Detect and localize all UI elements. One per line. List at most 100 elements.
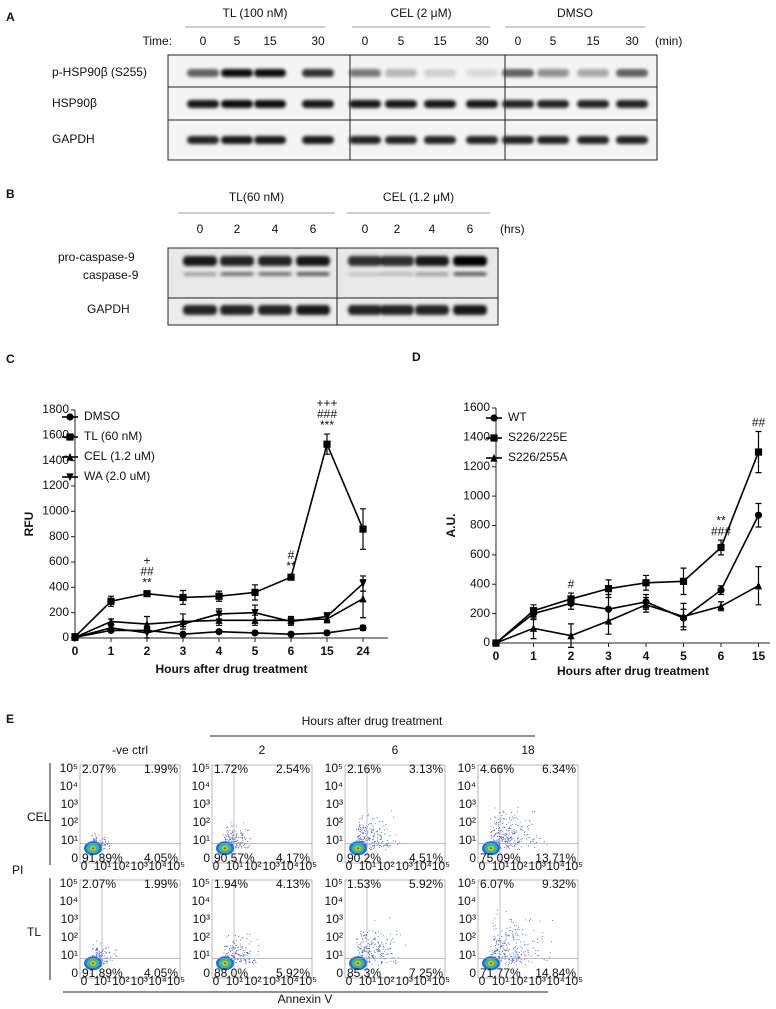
event-dot: [506, 842, 508, 844]
event-dot: [229, 951, 231, 953]
event-dot: [108, 846, 110, 848]
event-dot: [99, 957, 101, 959]
event-dot: [244, 843, 246, 845]
event-dot: [500, 940, 502, 942]
significance-label: +++: [316, 396, 337, 410]
event-dot: [497, 950, 499, 952]
y-tick-label: 1600: [42, 428, 69, 442]
event-dot: [111, 959, 113, 961]
event-dot: [522, 837, 524, 839]
event-dot: [369, 849, 371, 851]
event-dot: [358, 828, 360, 830]
event-dot: [379, 846, 381, 848]
event-dot: [498, 956, 500, 958]
event-dot: [358, 822, 360, 824]
event-dot: [235, 945, 237, 947]
axis-tick-label: 10⁵: [192, 761, 210, 775]
axis-tick-label: 10⁵: [299, 859, 317, 873]
event-dot: [357, 945, 359, 947]
event-dot: [509, 847, 511, 849]
event-dot: [369, 828, 371, 830]
axis-tick-label: 10⁴: [59, 894, 78, 908]
event-dot: [249, 933, 251, 935]
event-dot: [517, 956, 519, 958]
quadrant-percent: 3.13%: [409, 762, 443, 776]
panel-label: B: [6, 187, 15, 201]
event-dot: [513, 837, 515, 839]
event-dot: [232, 838, 234, 840]
event-dot: [520, 826, 522, 828]
event-dot: [382, 953, 384, 955]
event-dot: [537, 950, 539, 952]
event-dot: [223, 952, 225, 954]
event-dot: [507, 950, 509, 952]
event-dot: [387, 841, 389, 843]
band: [296, 256, 330, 266]
event-dot: [494, 816, 496, 818]
band: [415, 305, 449, 315]
event-dot: [391, 953, 393, 955]
event-dot: [524, 953, 526, 955]
quadrant-percent: 6.34%: [542, 762, 576, 776]
axis-tick-label: 10⁴: [413, 974, 432, 988]
event-dot: [506, 844, 508, 846]
event-dot: [509, 926, 511, 928]
marker: [359, 579, 367, 588]
event-dot: [384, 829, 386, 831]
event-dot: [504, 837, 506, 839]
event-dot: [91, 834, 93, 836]
event-dot: [513, 828, 515, 830]
band: [302, 100, 334, 108]
marker: [567, 631, 575, 640]
event-dot: [494, 918, 496, 920]
marker: [604, 616, 613, 625]
event-dot: [360, 955, 362, 957]
event-dot: [106, 960, 108, 962]
event-dot: [395, 834, 397, 836]
event-dot: [373, 841, 375, 843]
event-dot: [504, 826, 506, 828]
event-dot: [363, 841, 365, 843]
density-core: [223, 847, 227, 850]
event-dot: [256, 939, 258, 941]
event-dot: [249, 845, 251, 847]
event-dot: [368, 950, 370, 952]
event-dot: [236, 958, 238, 960]
x-tick-label: 2: [144, 644, 151, 658]
marker: [323, 629, 331, 637]
marker: [323, 440, 331, 448]
axis-tick-label: 0: [71, 851, 78, 865]
axis-tick-label: 10²: [61, 815, 78, 829]
event-dot: [107, 840, 109, 842]
event-dot: [537, 938, 539, 940]
event-dot: [497, 836, 499, 838]
event-dot: [515, 958, 517, 960]
event-dot: [528, 824, 530, 826]
event-dot: [388, 917, 390, 919]
event-dot: [494, 937, 496, 939]
event-dot: [523, 959, 525, 961]
marker: [323, 612, 331, 621]
x-axis-label: Annexin V: [278, 992, 333, 1006]
event-dot: [230, 839, 232, 841]
axis-tick-label: 0: [81, 974, 88, 988]
event-dot: [369, 947, 371, 949]
axis-tick-label: 10³: [459, 912, 476, 926]
band: [187, 136, 219, 144]
event-dot: [105, 844, 107, 846]
event-dot: [377, 948, 379, 950]
event-dot: [356, 840, 358, 842]
event-dot: [234, 847, 236, 849]
quadrant-percent: 14.84%: [535, 966, 576, 980]
axis-tick-label: 10³: [263, 974, 280, 988]
legend-label: WA (2.0 uM): [84, 469, 150, 483]
event-dot: [524, 964, 526, 966]
legend-label: CEL (1.2 uM): [84, 449, 155, 463]
event-dot: [368, 839, 370, 841]
event-dot: [371, 963, 373, 965]
event-dot: [507, 838, 509, 840]
event-dot: [96, 948, 98, 950]
x-tick-label: 15: [320, 644, 334, 658]
event-dot: [368, 843, 370, 845]
event-dot: [521, 825, 523, 827]
